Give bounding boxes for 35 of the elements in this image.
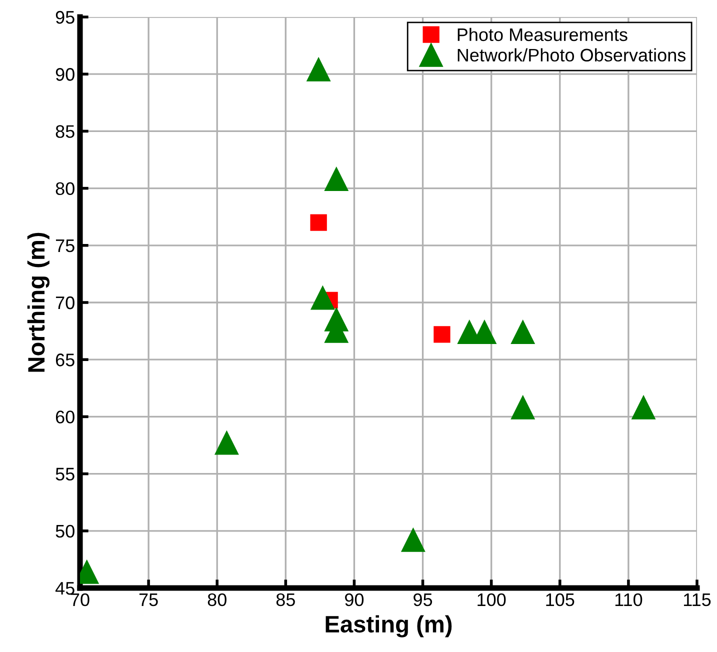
y-tick-label: 45 (55, 582, 74, 595)
y-tick-label: 55 (56, 468, 74, 481)
x-tick-label: 100 (478, 593, 506, 606)
legend-label: Photo Measurements (458, 28, 628, 42)
point (401, 528, 425, 552)
point (632, 396, 656, 420)
y-tick-label: 85 (56, 125, 74, 138)
y-tick-label: 90 (56, 68, 74, 81)
x-tick-label: 70 (70, 593, 90, 606)
x-tick-label: 95 (414, 593, 432, 606)
point (214, 431, 239, 455)
point (310, 214, 327, 231)
point (434, 326, 450, 343)
y-tick-label: 65 (56, 354, 74, 366)
point (310, 286, 334, 310)
y-axis-title: Northing (m) (27, 232, 50, 372)
y-tick-label: 75 (56, 240, 74, 252)
y-tick-label: 95 (56, 10, 74, 24)
x-tick-label: 75 (139, 594, 158, 606)
x-tick-label: 115 (684, 594, 711, 606)
x-tick-label: 85 (276, 593, 295, 606)
x-tick-label: 105 (546, 593, 574, 606)
y-tick-label: 60 (56, 410, 74, 424)
point (511, 320, 535, 344)
point (324, 167, 348, 191)
x-tick-label: 90 (345, 593, 364, 606)
x-tick-label: 80 (208, 593, 226, 606)
x-tick-label: 110 (615, 593, 642, 606)
y-tick-label: 80 (56, 182, 74, 196)
y-tick-label: 70 (56, 296, 74, 310)
legend-label: Network/Photo Observations (458, 48, 686, 62)
point (511, 396, 535, 420)
point (306, 58, 330, 82)
x-axis-title: Easting (m) (326, 615, 452, 638)
y-tick-label: 50 (56, 524, 74, 538)
